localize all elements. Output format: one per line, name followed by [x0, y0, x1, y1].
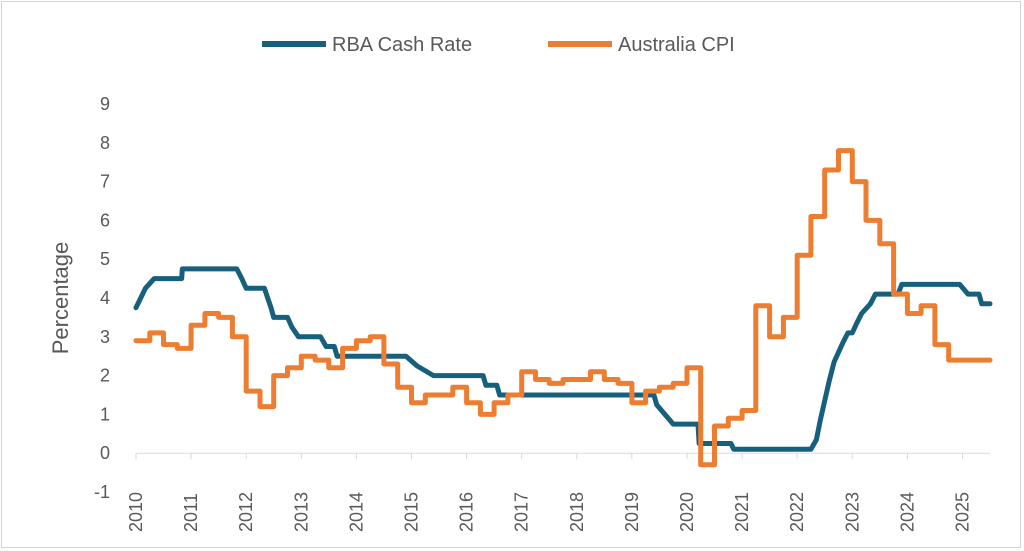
- y-tick-label: 2: [100, 366, 110, 386]
- y-tick-label: 5: [100, 249, 110, 269]
- x-tick-label: 2021: [732, 492, 752, 532]
- legend: RBA Cash Rate Australia CPI: [262, 34, 735, 56]
- x-tick-label: 2016: [457, 492, 477, 532]
- legend-label-rba: RBA Cash Rate: [332, 34, 472, 56]
- x-tick-label: 2023: [842, 492, 862, 532]
- y-tick-label: 0: [100, 443, 110, 463]
- x-tick-label: 2022: [787, 492, 807, 532]
- y-tick-label: 9: [100, 94, 110, 114]
- series-group: [133, 148, 993, 468]
- y-tick-label: 4: [100, 288, 110, 308]
- y-axis-ticks: -1 0 1 2 3 4 5 6 7 8 9: [94, 94, 110, 502]
- legend-label-cpi: Australia CPI: [618, 34, 735, 56]
- x-tick-label: 2020: [677, 492, 697, 532]
- series-line-rba-cash-rate: [133, 266, 993, 452]
- x-tick-label: 2024: [897, 492, 917, 532]
- x-tick-label: 2011: [181, 493, 201, 532]
- y-tick-label: 1: [100, 404, 110, 424]
- x-tick-label: 2025: [952, 492, 972, 532]
- x-tick-label: 2014: [346, 492, 366, 532]
- y-tick-label: 8: [100, 133, 110, 153]
- series-line-australia-cpi: [133, 148, 993, 468]
- x-tick-label: 2017: [512, 492, 532, 532]
- x-tick-label: 2018: [567, 492, 587, 532]
- y-axis-title: Percentage: [48, 242, 73, 355]
- x-tick-label: 2019: [622, 492, 642, 532]
- x-tick-label: 2013: [291, 492, 311, 532]
- x-tick-label: 2015: [401, 492, 421, 532]
- y-tick-label: 3: [100, 327, 110, 347]
- y-tick-label: 6: [100, 210, 110, 230]
- y-tick-label: -1: [94, 482, 110, 502]
- y-tick-label: 7: [100, 172, 110, 192]
- x-tick-label: 2012: [236, 492, 256, 532]
- x-axis-ticks: 2010 2011 2012 2013 2014 2015 2016 2017 2018 2019…: [126, 453, 972, 532]
- x-tick-label: 2010: [126, 492, 146, 532]
